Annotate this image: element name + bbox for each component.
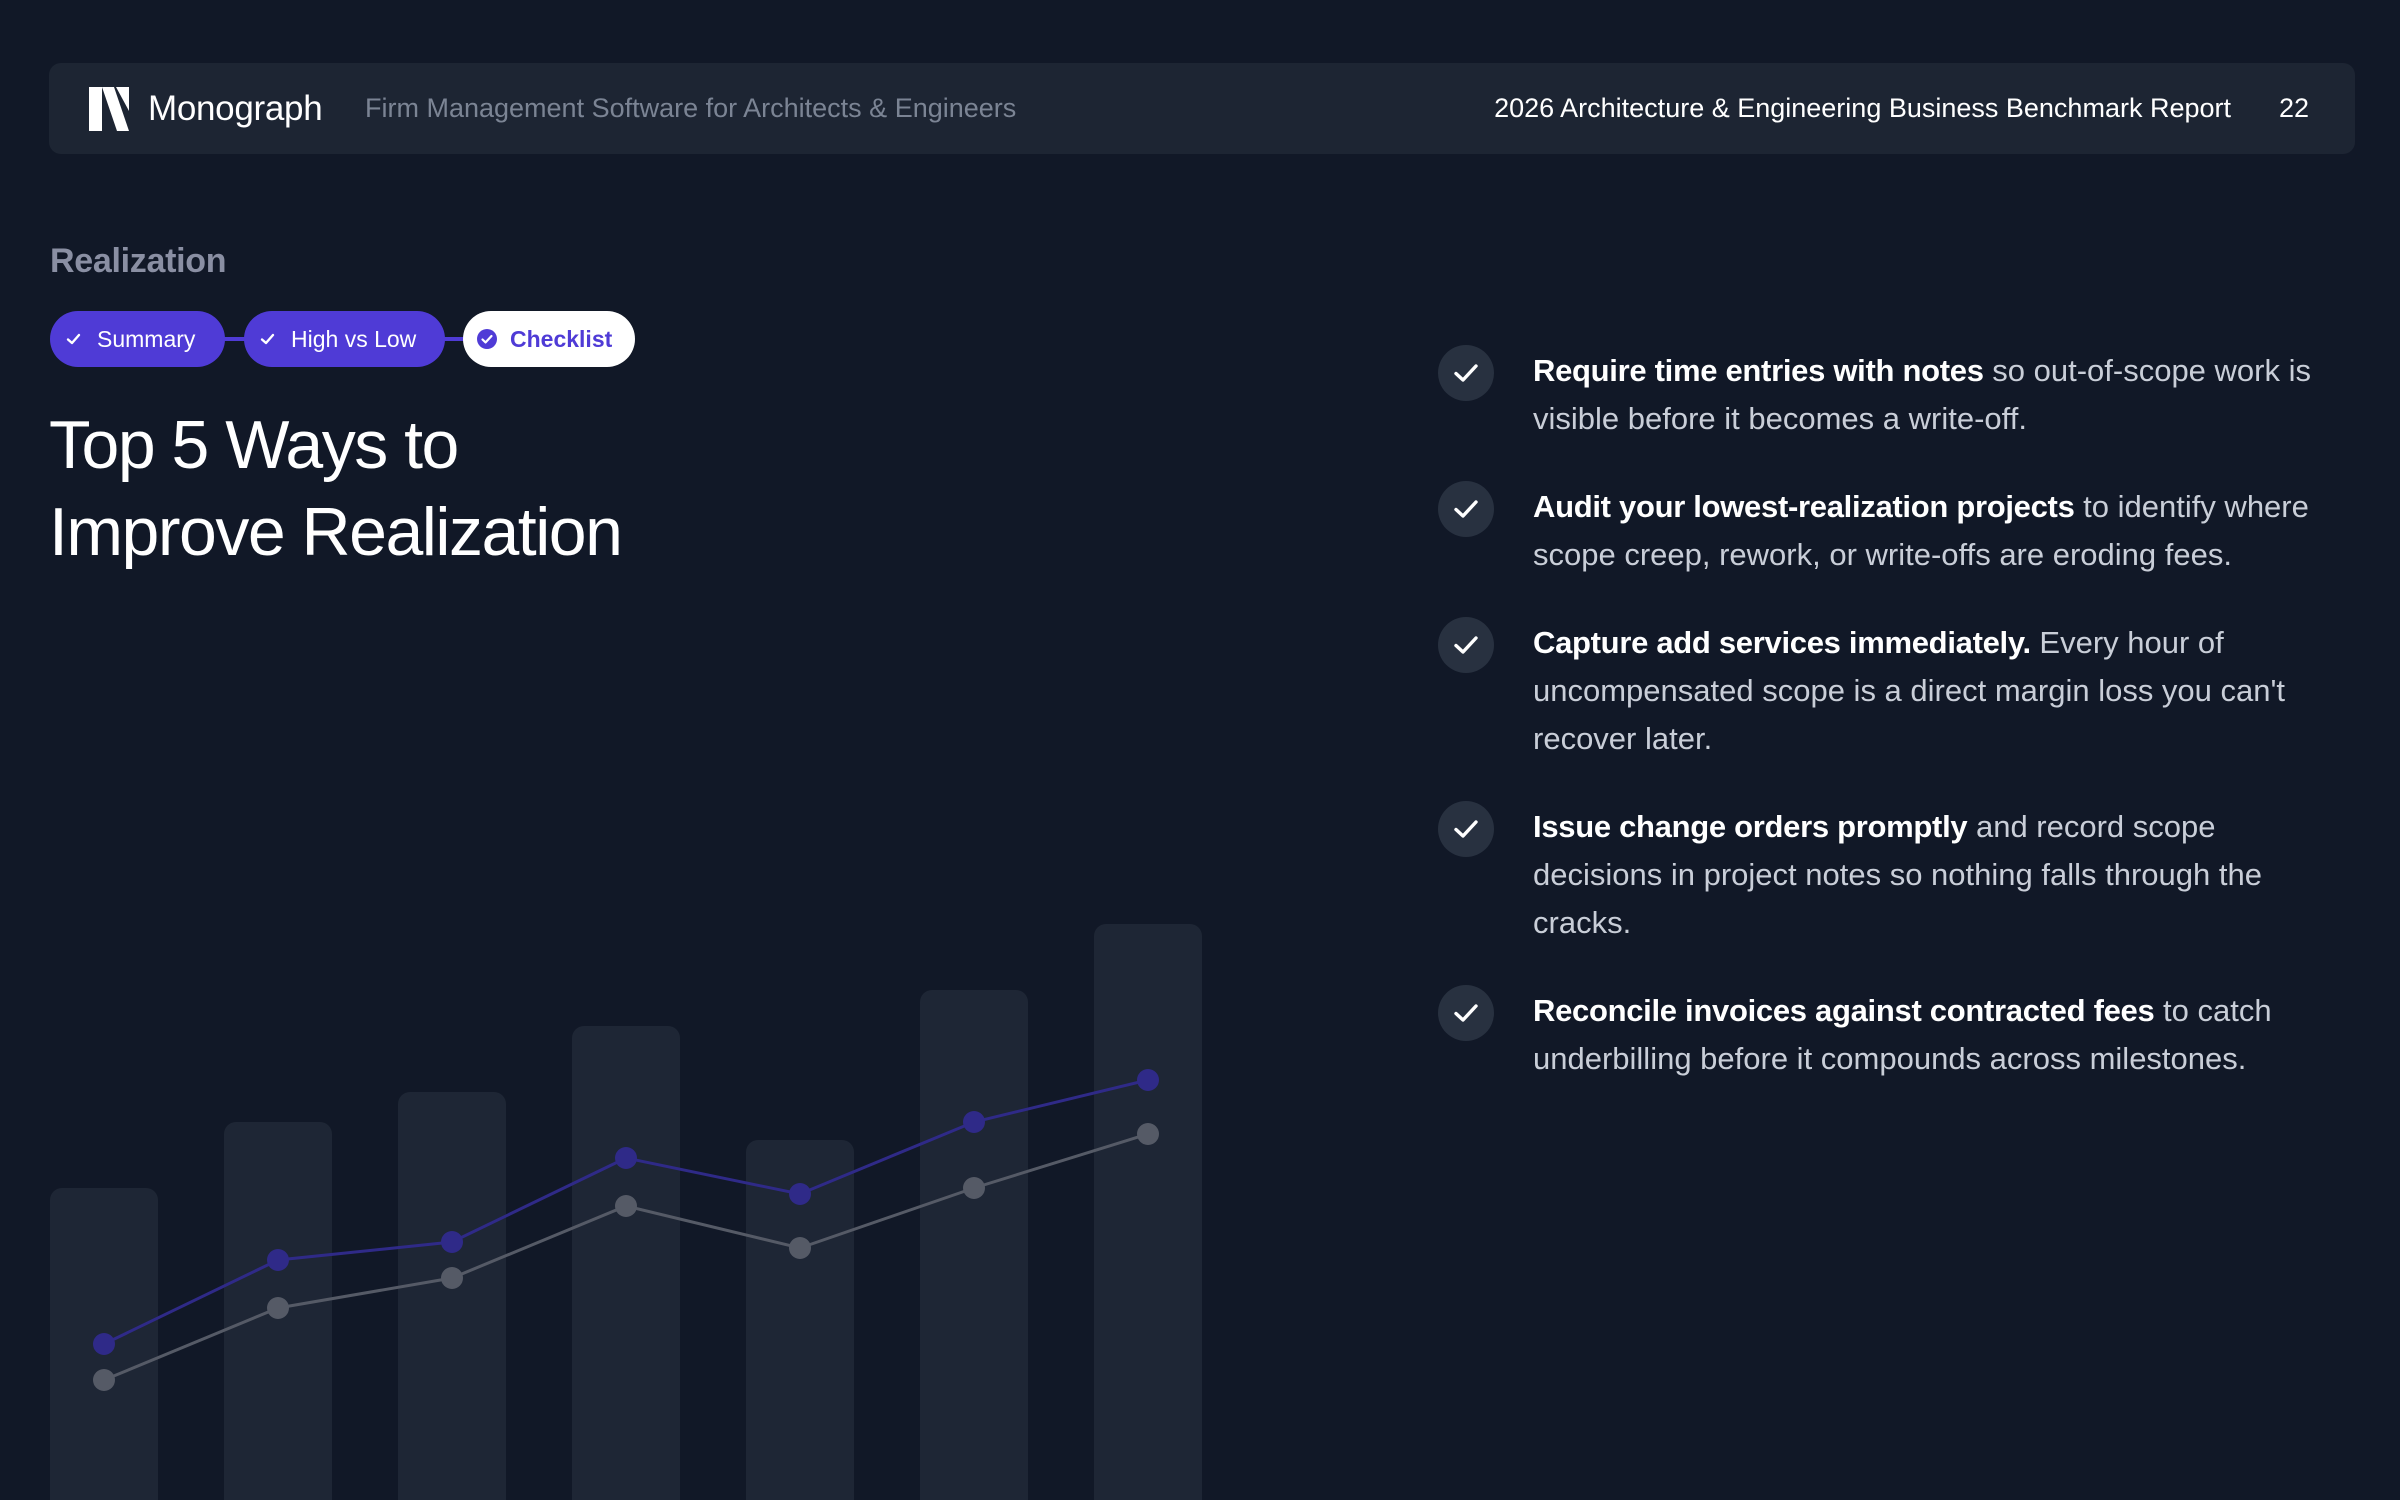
page-title-line-1: Top 5 Ways to [49,407,459,483]
chart-bar [1094,924,1202,1500]
chart-point [93,1369,115,1391]
checklist-item-bold: Issue change orders promptly [1533,809,1968,844]
page-number: 22 [2278,93,2309,123]
decorative-chart [50,924,1202,1500]
checklist-item-text: to catch underbilling before it compound… [1533,993,2272,1076]
brand-name[interactable]: Monograph [148,89,323,128]
check-circle-icon [477,329,497,349]
check-icon [66,333,81,345]
checklist-item-text: so out-of-scope work is visible before i… [1533,353,2311,436]
check-icon [1438,801,1494,857]
chart-point [789,1237,811,1259]
check-icon [260,333,275,345]
chart-point [267,1249,289,1271]
checklist-item-bold: Reconcile invoices against contracted fe… [1533,993,2155,1028]
check-icon [1438,985,1494,1041]
report-header: Monograph Firm Management Software for A… [49,63,2355,154]
chart-bar [746,1140,854,1500]
chart-point [789,1183,811,1205]
checklist-item: Audit your lowest-realization projects t… [1438,481,2318,579]
checklist-item: Require time entries with notes so out-o… [1438,345,2318,443]
chart-point [963,1177,985,1199]
checklist-item: Capture add services immediately. Every … [1438,617,2318,763]
checklist-item: Reconcile invoices against contracted fe… [1438,985,2318,1083]
checklist-item-bold: Require time entries with notes [1533,353,1984,388]
chart-point [93,1333,115,1355]
tab-label: High vs Low [291,326,417,352]
brand-tagline: Firm Management Software for Architects … [365,93,1017,123]
check-icon [1438,617,1494,673]
chart-point [441,1267,463,1289]
page-title-line-2: Improve Realization [49,494,623,570]
check-icon [1438,481,1494,537]
checklist-item-bold: Audit your lowest-realization projects [1533,489,2075,524]
checklist-item: Issue change orders promptly and record … [1438,801,2318,947]
tab-high-vs-low[interactable]: High vs Low [244,311,445,367]
chart-point [441,1231,463,1253]
chart-bar [398,1092,506,1500]
chart-bar [572,1026,680,1500]
checklist-item-text: Every hour of uncompensated scope is a d… [1533,625,2286,756]
chart-point [615,1147,637,1169]
section-label: Realization [50,242,227,280]
tab-connector [440,337,470,341]
page-title: Top 5 Ways to Improve Realization [49,402,849,576]
checklist-item-text: to identify where scope creep, rework, o… [1533,489,2309,572]
tab-connector [220,337,250,341]
tab-label: Summary [97,326,196,352]
chart-point [267,1297,289,1319]
tab-summary[interactable]: Summary [50,311,225,367]
chart-point [963,1111,985,1133]
chart-point [615,1195,637,1217]
tab-label: Checklist [510,326,613,352]
chart-point [1137,1069,1159,1091]
checklist: Require time entries with notes so out-o… [1438,345,2318,1083]
monograph-logo-icon[interactable] [89,87,129,131]
report-title: 2026 Architecture & Engineering Business… [1494,93,2231,123]
tab-checklist[interactable]: Checklist [463,311,635,367]
chart-point [1137,1123,1159,1145]
section-tabs: Summary High vs Low Checklist [50,311,650,367]
chart-bar [920,990,1028,1500]
checklist-item-text: and record scope decisions in project no… [1533,809,2262,940]
check-icon [1438,345,1494,401]
checklist-item-bold: Capture add services immediately. [1533,625,2031,660]
